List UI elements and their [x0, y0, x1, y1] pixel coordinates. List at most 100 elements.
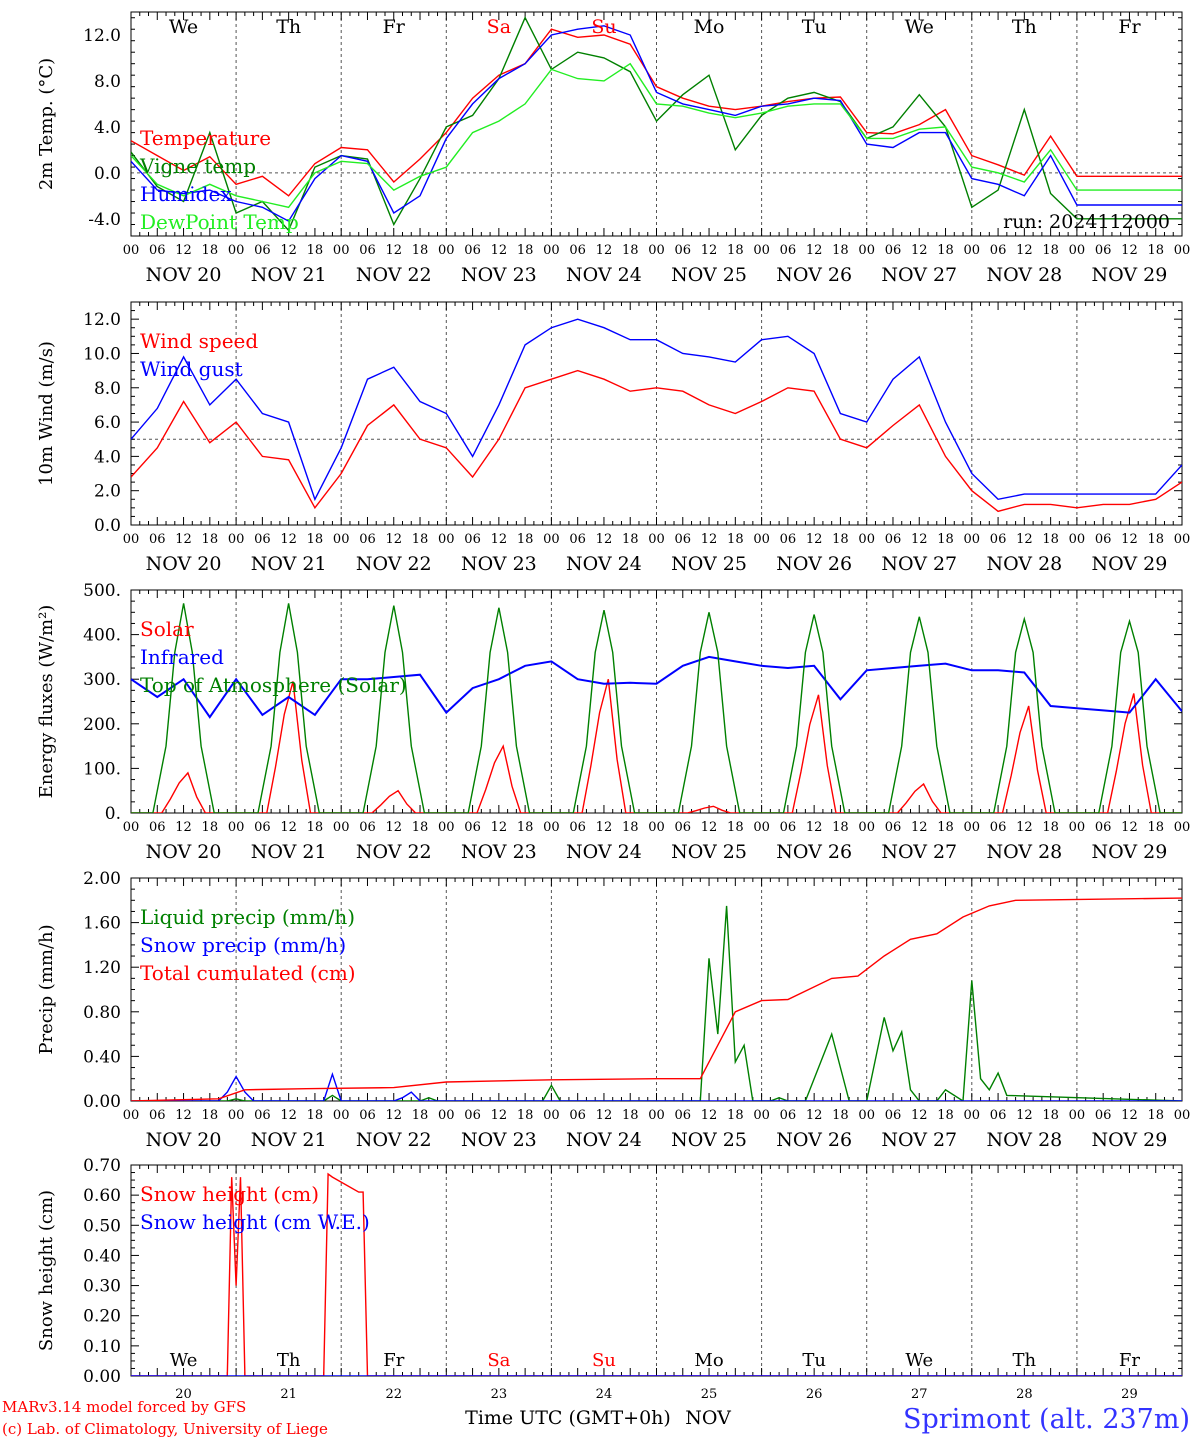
day-name-bottom: Tu	[802, 1350, 826, 1371]
legend-entry: Snow height (cm W.E.)	[140, 1210, 370, 1234]
hour-tick-label: 00	[964, 243, 981, 258]
hour-tick-label: 12	[911, 532, 928, 547]
hour-tick-label: 00	[333, 532, 350, 547]
hour-tick-label: 00	[333, 820, 350, 835]
date-label: NOV 25	[671, 841, 747, 863]
hour-tick-label: 18	[517, 532, 534, 547]
y-tick-label: 0.50	[83, 1216, 121, 1236]
month-label: NOV	[685, 1407, 731, 1429]
hour-tick-label: 00	[543, 243, 560, 258]
plot-frame	[130, 11, 1183, 237]
hour-tick-label: 18	[307, 532, 324, 547]
hour-tick-label: 06	[569, 1108, 586, 1123]
hour-tick-label: 12	[911, 243, 928, 258]
hour-tick-label: 00	[123, 820, 140, 835]
hour-tick-label: 06	[569, 820, 586, 835]
day-name-bottom: Mo	[694, 1350, 723, 1371]
hour-tick-label: 18	[307, 243, 324, 258]
day-number: 26	[806, 1387, 823, 1402]
date-label: NOV 28	[986, 841, 1062, 863]
hour-tick-label: 12	[385, 532, 402, 547]
date-label: NOV 29	[1092, 264, 1168, 286]
y-tick-label: 100.	[83, 759, 121, 779]
panel-4: 0.00 0.40 0.80 1.20 1.60 2.00 Precip (mm/h) 00 0…	[36, 869, 1190, 1151]
day-name-top: Su	[591, 16, 616, 38]
legend-entry: Vigne temp	[139, 154, 256, 178]
hour-tick-label: 18	[517, 1108, 534, 1123]
y-tick-label: 0.00	[83, 1092, 121, 1112]
y-tick-label: 500.	[83, 581, 121, 601]
hour-tick-label: 00	[1069, 243, 1086, 258]
hour-tick-label: 00	[753, 243, 770, 258]
hour-tick-label: 18	[412, 820, 429, 835]
hour-tick-label: 00	[333, 243, 350, 258]
legend-entry: Wind speed	[140, 329, 258, 353]
hour-tick-label: 00	[438, 532, 455, 547]
hour-tick-label: 12	[1016, 532, 1033, 547]
hour-tick-label: 12	[806, 532, 823, 547]
hour-tick-label: 18	[832, 243, 849, 258]
hour-tick-label: 18	[307, 1108, 324, 1123]
date-label: NOV 23	[461, 841, 537, 863]
hour-tick-label: 00	[1174, 532, 1191, 547]
y-tick-label: 0.	[105, 804, 121, 824]
hour-tick-label: 12	[280, 243, 297, 258]
hour-tick-label: 06	[359, 820, 376, 835]
hour-tick-label: 18	[1042, 243, 1059, 258]
hour-tick-label: 00	[858, 243, 875, 258]
hour-tick-label: 12	[1121, 532, 1138, 547]
date-label: NOV 21	[251, 841, 327, 863]
hour-tick-label: 18	[832, 820, 849, 835]
hour-tick-label: 00	[123, 1108, 140, 1123]
legend-entry: Wind gust	[140, 357, 243, 381]
hour-tick-label: 00	[858, 532, 875, 547]
hour-tick-label: 18	[412, 1108, 429, 1123]
day-number: 28	[1016, 1387, 1033, 1402]
hour-tick-label: 00	[228, 1108, 245, 1123]
day-name-top: Fr	[1118, 16, 1141, 38]
hour-tick-label: 00	[123, 532, 140, 547]
hour-tick-label: 12	[701, 243, 718, 258]
hour-tick-label: 12	[596, 820, 613, 835]
hour-tick-label: 00	[543, 532, 560, 547]
hour-tick-label: 18	[832, 532, 849, 547]
hour-tick-label: 06	[254, 1108, 271, 1123]
hour-tick-label: 00	[228, 243, 245, 258]
date-label: NOV 21	[251, 264, 327, 286]
hour-tick-label: 00	[648, 1108, 665, 1123]
hour-tick-label: 00	[1174, 243, 1191, 258]
y-tick-label: 0.30	[83, 1277, 121, 1297]
y-tick-label: 0.40	[83, 1047, 121, 1067]
panel-5: 0.00 0.10 0.20 0.30 0.40 0.50 0.60 0.70 Snow hei…	[36, 1156, 1183, 1387]
hour-tick-label: 00	[228, 820, 245, 835]
hour-tick-label: 00	[1174, 1108, 1191, 1123]
date-label: NOV 28	[986, 1129, 1062, 1151]
hour-tick-label: 00	[1069, 532, 1086, 547]
y-tick-label: 1.20	[83, 958, 121, 978]
hour-tick-label: 00	[333, 1108, 350, 1123]
day-name-top: Mo	[694, 16, 725, 38]
hour-tick-label: 00	[964, 1108, 981, 1123]
date-label: NOV 23	[461, 264, 537, 286]
hour-tick-label: 12	[491, 243, 508, 258]
series-line-0	[131, 679, 1182, 813]
hour-tick-label: 06	[780, 243, 797, 258]
series-line-2	[131, 603, 1182, 813]
hour-tick-label: 12	[596, 1108, 613, 1123]
y-axis-label: Energy fluxes (W/m²)	[36, 605, 57, 799]
y-tick-label: 0.80	[83, 1003, 121, 1023]
legend-entry: Solar	[140, 617, 194, 641]
model-credit: MARv3.14 model forced by GFS	[2, 1398, 246, 1416]
hour-tick-label: 06	[990, 532, 1007, 547]
hour-tick-label: 06	[149, 820, 166, 835]
y-tick-label: 4.0	[94, 118, 121, 138]
day-number: 23	[491, 1387, 508, 1402]
hour-tick-label: 06	[990, 1108, 1007, 1123]
series-line-3	[131, 62, 1182, 209]
legend-entry: Top of Atmosphere (Solar)	[140, 673, 407, 697]
hour-tick-label: 00	[964, 532, 981, 547]
date-label: NOV 24	[566, 264, 642, 286]
hour-tick-label: 12	[1121, 243, 1138, 258]
